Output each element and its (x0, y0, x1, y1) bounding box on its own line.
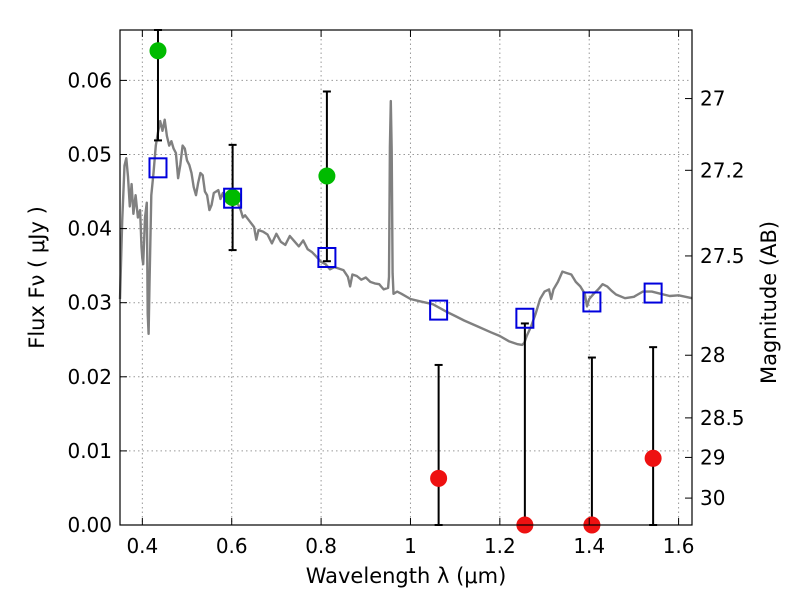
model-photometry-square (515, 307, 535, 329)
y-tick-label: 0.04 (67, 217, 112, 241)
grid-layer (120, 30, 692, 526)
model-spectrum-layer (118, 99, 693, 347)
y2-tick-label: 28.5 (700, 406, 745, 430)
model-photometry-square (223, 187, 243, 209)
y-tick-label: 0.03 (67, 291, 112, 315)
x-tick-label: 1.4 (573, 534, 605, 558)
detection-point (224, 188, 242, 206)
detection-point (318, 167, 336, 185)
x-tick-label: 0.6 (216, 534, 248, 558)
tick-layer: 0.4 0.6 0.8 1 1.2 1.4 1.6 0.00 0.01 0.02 0.03 0.04 0… (67, 30, 745, 558)
x-axis-title: Wavelength λ (μm) (306, 564, 507, 588)
y2-tick-label: 27.5 (700, 244, 745, 268)
plot-frame (119, 29, 693, 526)
x-tick-label: 1.2 (484, 534, 516, 558)
y-tick-label: 0.05 (67, 142, 112, 166)
y2-tick-label: 27.2 (700, 158, 745, 182)
x-tick-label: 1 (404, 534, 417, 558)
model-photometry-square (317, 246, 337, 268)
model-photometry-square (643, 282, 663, 304)
model-photometry-square (148, 157, 168, 179)
y2-tick-label: 30 (700, 486, 725, 510)
x-tick-label: 1.6 (663, 534, 695, 558)
y2-tick-label: 27 (700, 87, 725, 111)
y-tick-label: 0.01 (67, 439, 112, 463)
y-tick-label: 0.02 (67, 365, 112, 389)
x-tick-label: 0.4 (126, 534, 158, 558)
detection-point (149, 42, 167, 60)
y-tick-label: 0.06 (67, 68, 112, 92)
marker-layer (148, 42, 663, 534)
y2-axis-title: Magnitude (AB) (757, 221, 781, 384)
y-axis-title: Flux Fν ( μJy ) (25, 206, 49, 349)
model-photometry-square (429, 299, 449, 321)
y2-tick-label: 29 (700, 445, 725, 469)
y-tick-label: 0.00 (67, 513, 112, 537)
y2-tick-label: 28 (700, 343, 725, 367)
upper-limit-point (430, 469, 448, 487)
model-spectrum-line (118, 99, 693, 347)
upper-limit-point (644, 449, 662, 467)
model-photometry-square (582, 291, 602, 313)
x-tick-label: 0.8 (305, 534, 337, 558)
